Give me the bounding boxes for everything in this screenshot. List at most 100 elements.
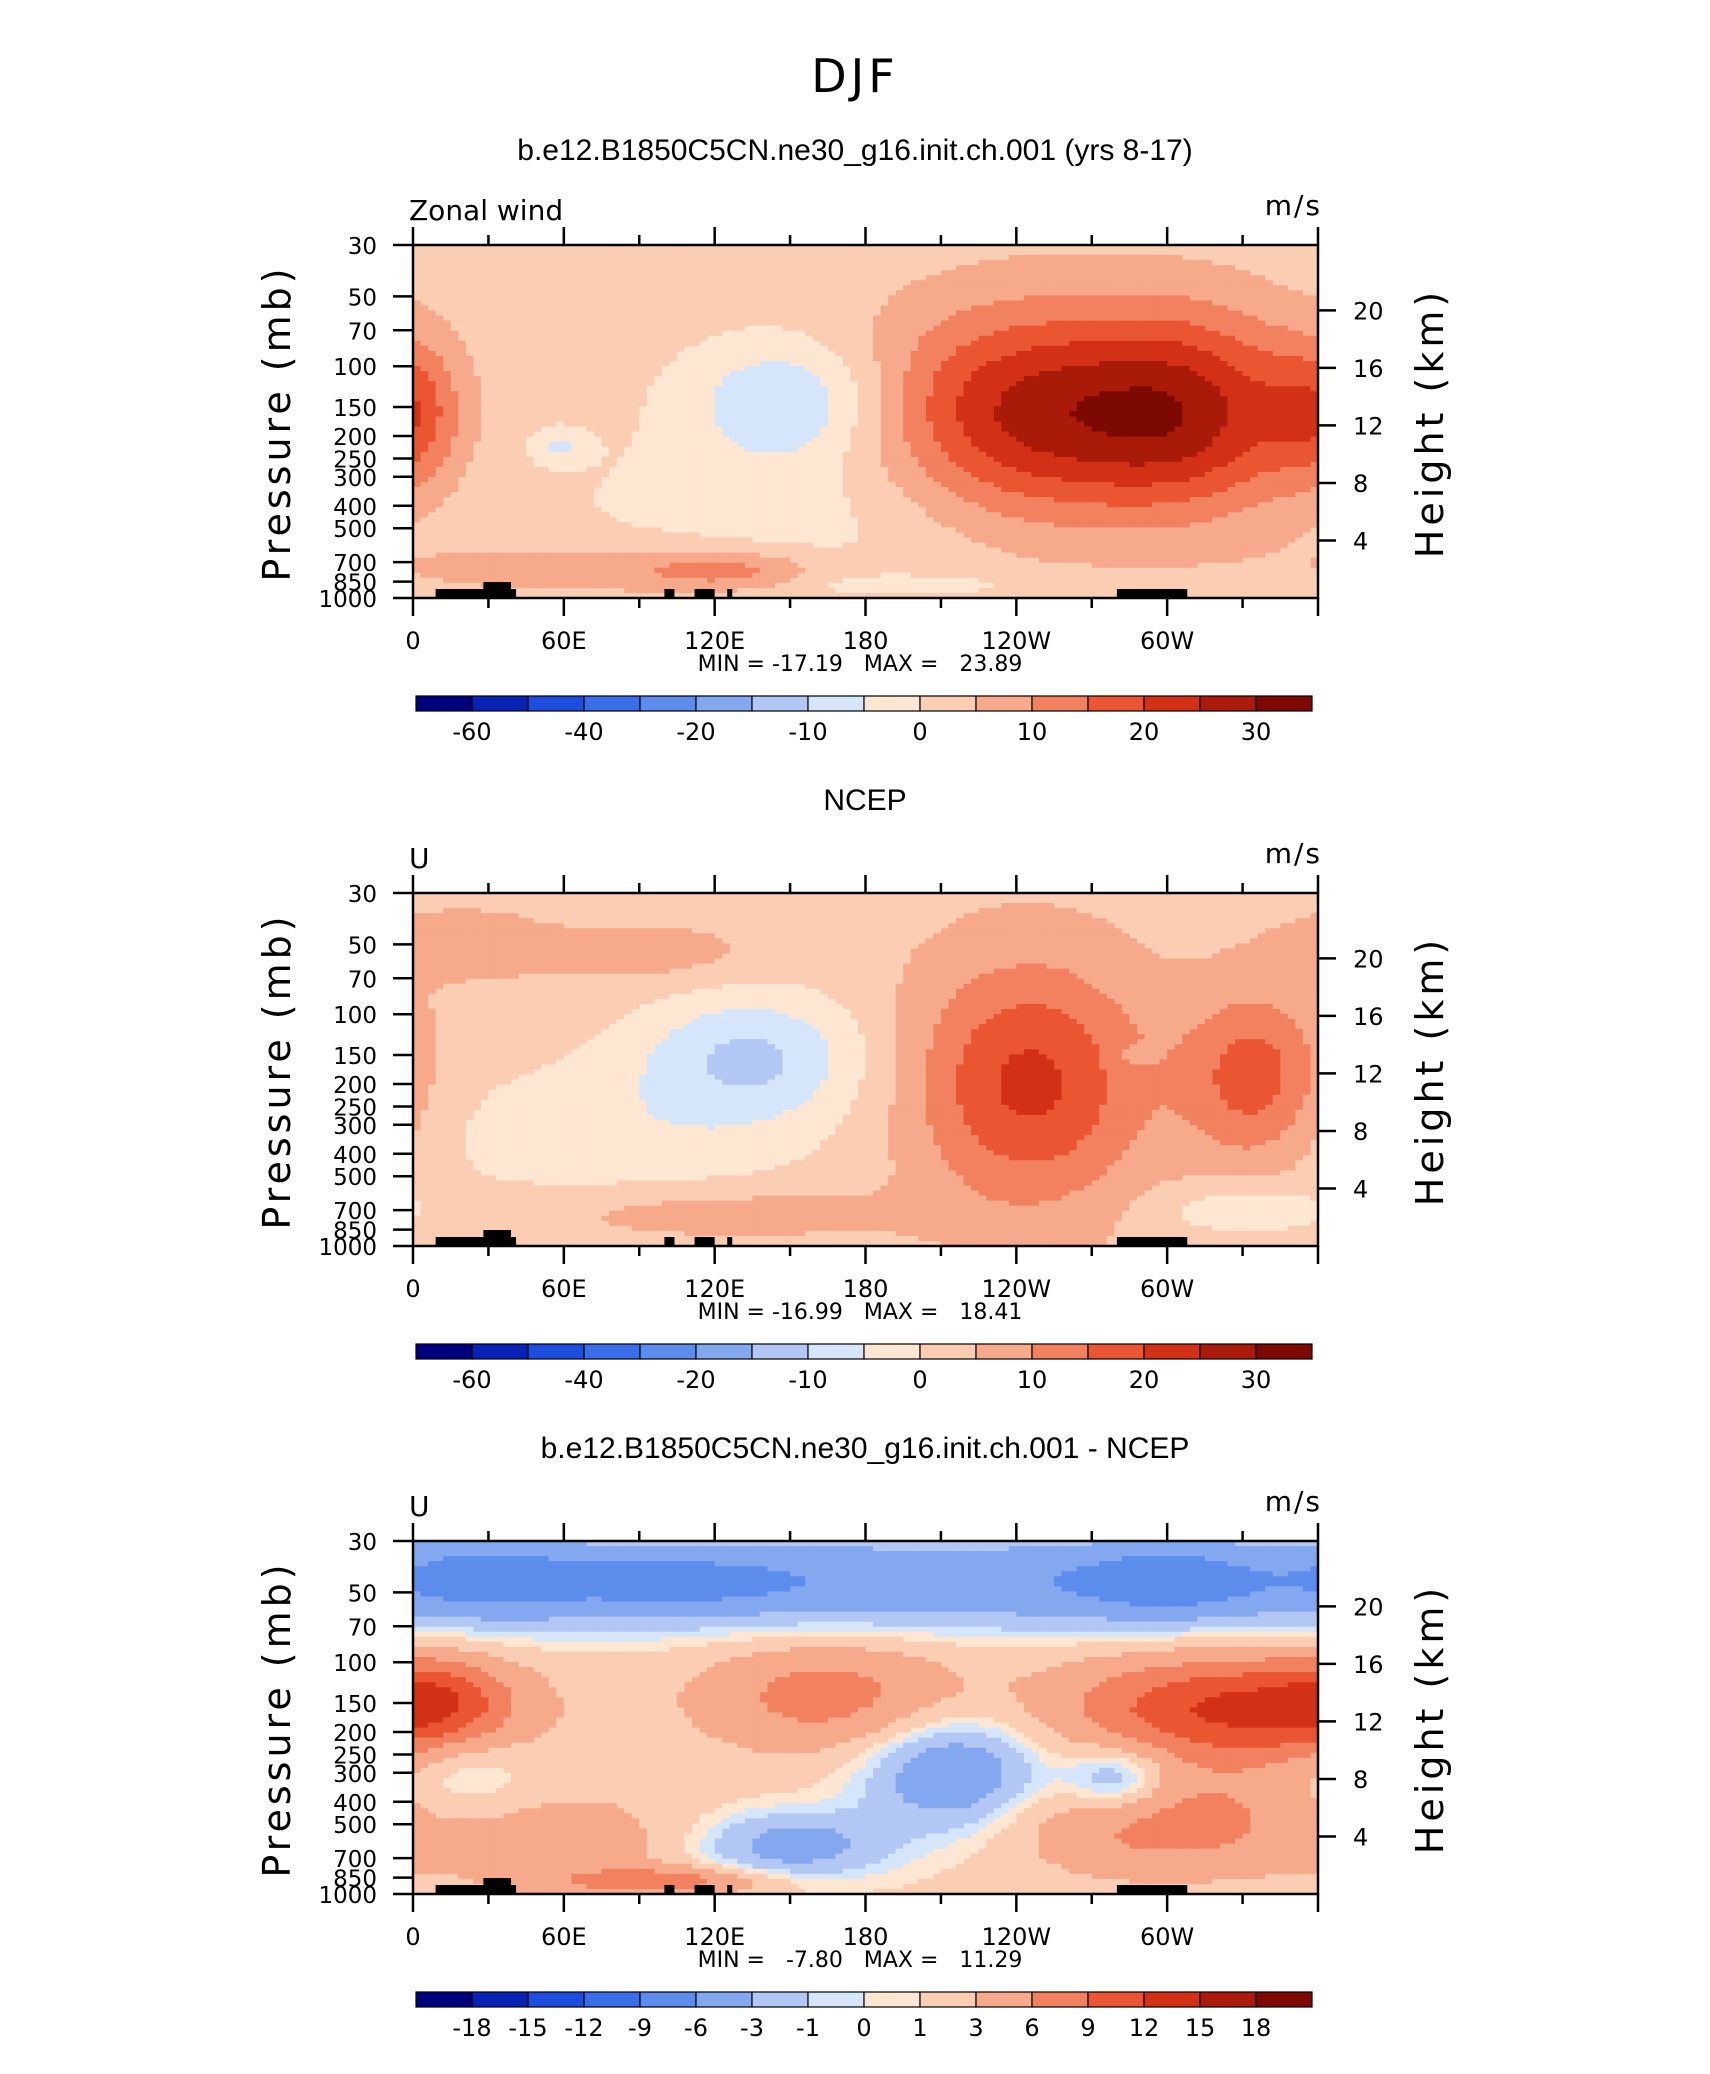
heatmap-cell: [941, 316, 949, 322]
heatmap-cell: [632, 416, 640, 422]
heatmap-cell: [624, 356, 632, 362]
heatmap-cell: [1220, 406, 1228, 412]
heatmap-cell: [624, 422, 632, 428]
heatmap-cell: [813, 391, 821, 397]
heatmap-cell: [722, 326, 730, 332]
heatmap-cell: [828, 265, 836, 271]
heatmap-cell: [1137, 346, 1145, 352]
heatmap-cell: [737, 346, 745, 352]
heatmap-cell: [481, 452, 489, 458]
heatmap-cell: [654, 270, 662, 276]
heatmap-cell: [722, 432, 730, 438]
heatmap-cell: [956, 311, 964, 317]
heatmap-cell: [1099, 437, 1107, 443]
heatmap-cell: [677, 265, 685, 271]
heatmap-cell: [1250, 447, 1258, 453]
heatmap-cell: [564, 326, 572, 332]
heatmap-cell: [1190, 447, 1198, 453]
heatmap-cell: [451, 270, 459, 276]
heatmap-cell: [715, 361, 723, 367]
heatmap-cell: [828, 437, 836, 443]
heatmap-cell: [986, 250, 994, 256]
heatmap-cell: [745, 366, 753, 372]
heatmap-cell: [760, 416, 768, 422]
heatmap-cell: [971, 250, 979, 256]
heatmap-cell: [722, 411, 730, 417]
heatmap-cell: [1250, 260, 1258, 266]
heatmap-cell: [1182, 411, 1190, 417]
heatmap-cell: [632, 336, 640, 342]
heatmap-cell: [624, 386, 632, 392]
heatmap-cell: [1099, 275, 1107, 281]
heatmap-cell: [1114, 250, 1122, 256]
heatmap-cell: [1280, 316, 1288, 322]
heatmap-cell: [1107, 321, 1115, 327]
heatmap-cell: [1001, 401, 1009, 407]
heatmap-cell: [994, 442, 1002, 448]
heatmap-cell: [1258, 250, 1266, 256]
heatmap-cell: [1137, 437, 1145, 443]
heatmap-cell: [1228, 265, 1236, 271]
heatmap-cell: [496, 265, 504, 271]
heatmap-cell: [843, 290, 851, 296]
heatmap-cell: [790, 341, 798, 347]
heatmap-cell: [428, 321, 436, 327]
heatmap-cell: [1054, 432, 1062, 438]
heatmap-cell: [707, 386, 715, 392]
heatmap-cell: [443, 341, 451, 347]
heatmap-cell: [1145, 356, 1153, 362]
heatmap-cell: [918, 285, 926, 291]
heatmap-cell: [488, 290, 496, 296]
heatmap-cell: [843, 427, 851, 433]
heatmap-cell: [1107, 351, 1115, 357]
heatmap-cell: [707, 326, 715, 332]
heatmap-cell: [926, 255, 934, 261]
heatmap-cell: [481, 295, 489, 301]
heatmap-cell: [903, 295, 911, 301]
heatmap-cell: [828, 290, 836, 296]
heatmap-cell: [881, 311, 889, 317]
heatmap-cell: [1122, 250, 1130, 256]
heatmap-cell: [1235, 406, 1243, 412]
heatmap-cell: [662, 386, 670, 392]
heatmap-cell: [654, 411, 662, 417]
heatmap-cell: [458, 391, 466, 397]
heatmap-cell: [1205, 306, 1213, 312]
heatmap-cell: [1190, 275, 1198, 281]
heatmap-cell: [971, 331, 979, 337]
heatmap-cell: [496, 351, 504, 357]
heatmap-cell: [790, 406, 798, 412]
heatmap-cell: [1009, 371, 1017, 377]
heatmap-cell: [496, 452, 504, 458]
heatmap-cell: [813, 300, 821, 306]
heatmap-cell: [1152, 321, 1160, 327]
heatmap-cell: [541, 285, 549, 291]
heatmap-cell: [421, 442, 429, 448]
heatmap-cell: [617, 447, 625, 453]
heatmap-cell: [692, 300, 700, 306]
heatmap-cell: [571, 346, 579, 352]
heatmap-cell: [775, 396, 783, 402]
heatmap-cell: [866, 300, 874, 306]
heatmap-cell: [760, 285, 768, 291]
heatmap-cell: [549, 381, 557, 387]
heatmap-cell: [888, 371, 896, 377]
heatmap-cell: [971, 416, 979, 422]
heatmap-cell: [835, 422, 843, 428]
heatmap-cell: [481, 290, 489, 296]
heatmap-cell: [451, 452, 459, 458]
heatmap-cell: [677, 285, 685, 291]
heatmap-cell: [586, 275, 594, 281]
heatmap-cell: [586, 416, 594, 422]
heatmap-cell: [1001, 411, 1009, 417]
heatmap-cell: [1175, 432, 1183, 438]
heatmap-cell: [1024, 427, 1032, 433]
heatmap-cell: [1114, 356, 1122, 362]
heatmap-cell: [737, 371, 745, 377]
heatmap-cell: [436, 432, 444, 438]
heatmap-cell: [903, 275, 911, 281]
heatmap-cell: [1228, 255, 1236, 261]
heatmap-cell: [722, 331, 730, 337]
heatmap-cell: [986, 401, 994, 407]
heatmap-cell: [677, 321, 685, 327]
